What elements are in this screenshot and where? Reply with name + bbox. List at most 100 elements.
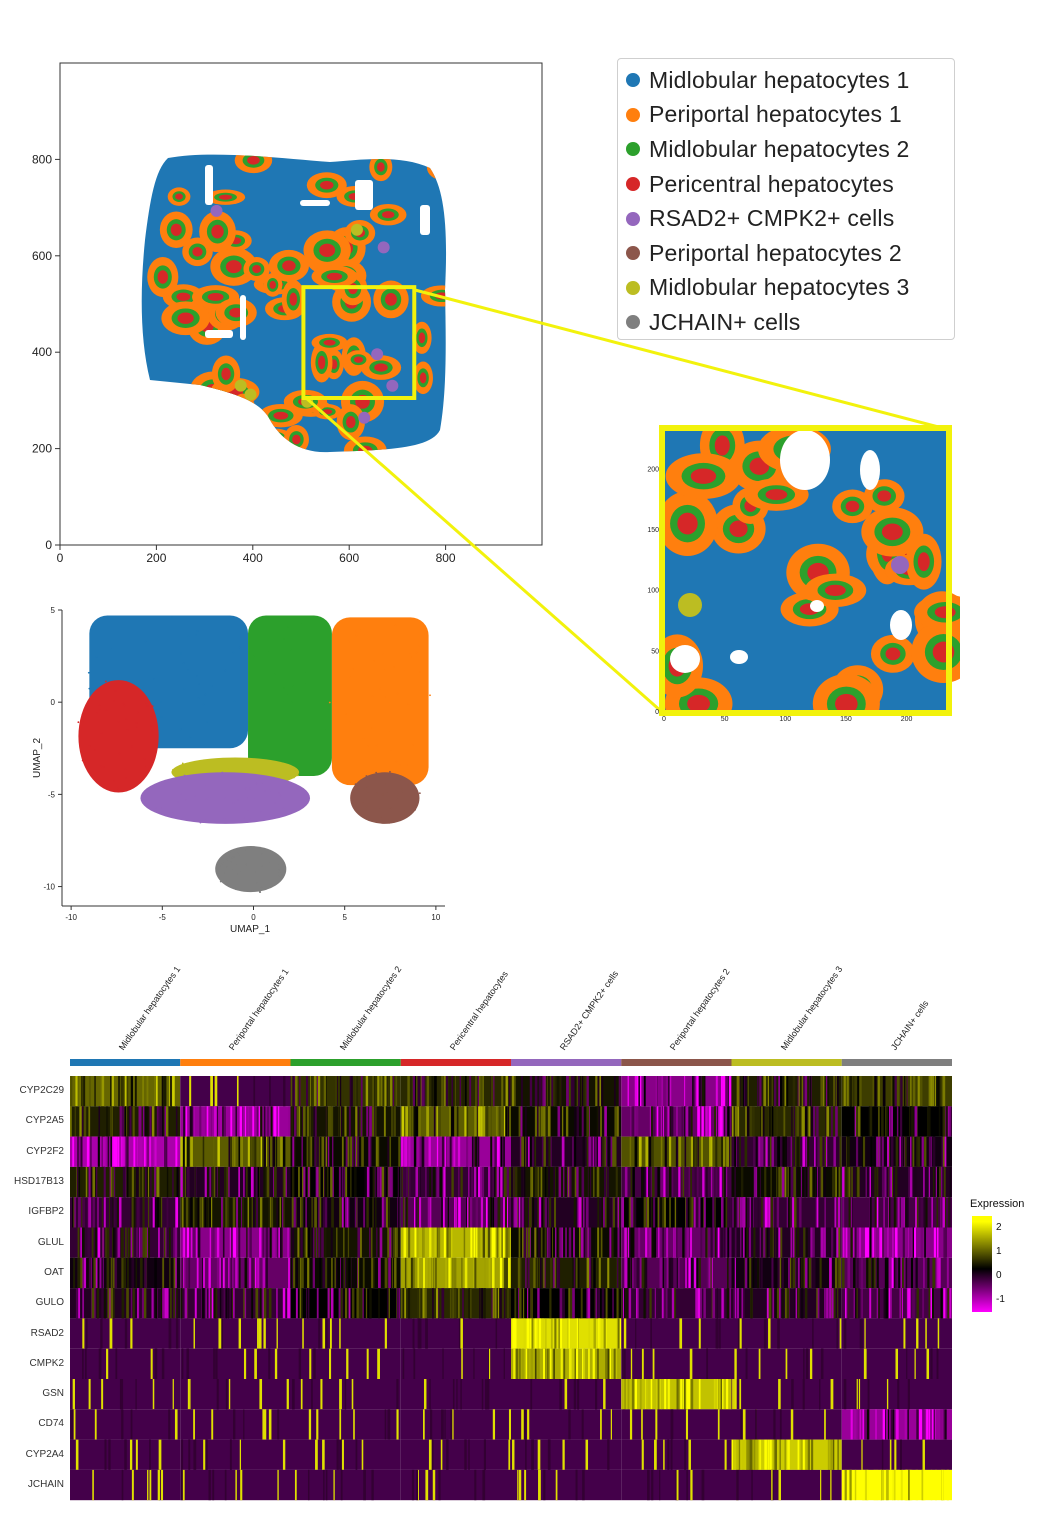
heatmap-cell (369, 1227, 371, 1258)
heatmap-cell (451, 1227, 453, 1258)
heatmap-cell (505, 1257, 508, 1289)
heatmap-cell (586, 1076, 589, 1107)
heatmap-cell (744, 1227, 747, 1258)
heatmap-cell (337, 1257, 341, 1289)
umap-point (88, 744, 91, 747)
heatmap-cell (514, 1197, 517, 1228)
heatmap-cell (142, 1076, 144, 1107)
heatmap-cell (582, 1348, 585, 1379)
heatmap-cell (877, 1076, 880, 1107)
heatmap-cell (795, 1288, 797, 1319)
heatmap-cell (906, 1288, 909, 1319)
heatmap-cell (308, 1197, 311, 1228)
heatmap-cell (661, 1288, 664, 1319)
heatmap-cell (291, 1106, 293, 1137)
heatmap-cell (499, 1227, 502, 1258)
heatmap-cell (376, 1166, 378, 1198)
umap-point (178, 771, 181, 774)
umap-point (356, 783, 359, 786)
heatmap-cell (752, 1439, 755, 1470)
heatmap-cell (820, 1469, 822, 1501)
heatmap-cell (843, 1076, 846, 1107)
heatmap-cell (784, 1439, 786, 1470)
umap-point (254, 767, 257, 769)
heatmap-cell (553, 1197, 557, 1228)
heatmap-cell (568, 1076, 571, 1107)
heatmap-cell (559, 1288, 563, 1319)
heatmap-cell (816, 1288, 819, 1319)
heatmap-cell (126, 1166, 129, 1198)
heatmap-cell (770, 1197, 774, 1228)
heatmap-cell (864, 1469, 868, 1501)
heatmap-cell (366, 1106, 369, 1137)
heatmap-cell (270, 1197, 274, 1228)
heatmap-cell (371, 1257, 374, 1289)
heatmap-cell (474, 1197, 477, 1228)
umap-point (117, 720, 120, 723)
heatmap-cell (82, 1197, 86, 1228)
heatmap-cell (121, 1409, 124, 1440)
umap-point (355, 630, 358, 633)
heatmap-cell (771, 1469, 773, 1501)
heatmap-cell (524, 1288, 527, 1319)
heatmap-cell (771, 1076, 773, 1107)
heatmap-cell (113, 1288, 115, 1319)
heatmap-cell (508, 1166, 512, 1198)
heatmap-block (731, 1318, 842, 1349)
heatmap-block (290, 1318, 401, 1349)
heatmap-cell (138, 1166, 141, 1198)
x-tick-label: 10 (431, 913, 440, 922)
umap-point (358, 628, 361, 631)
heatmap-cell (781, 1257, 784, 1289)
heatmap-cell (93, 1257, 96, 1289)
heatmap-cell (247, 1136, 250, 1167)
heatmap-cell (135, 1439, 138, 1470)
heatmap-cell (607, 1257, 610, 1289)
heatmap-cell (252, 1197, 255, 1228)
umap-point (279, 794, 282, 797)
heatmap-cell (164, 1106, 167, 1137)
heatmap-cell (75, 1076, 78, 1107)
heatmap-block (180, 1348, 291, 1379)
heatmap-cell (283, 1197, 286, 1228)
heatmap-cell (102, 1227, 104, 1258)
heatmap-cell (927, 1257, 930, 1289)
heatmap-cell (852, 1227, 854, 1258)
heatmap-cell (724, 1166, 726, 1198)
heatmap-cell (800, 1166, 803, 1198)
heatmap-cell (321, 1227, 324, 1258)
heatmap-cell (906, 1348, 908, 1379)
heatmap-cell (317, 1136, 321, 1167)
y-tick-label: 100 (647, 588, 659, 595)
heatmap-cell (893, 1197, 896, 1228)
heatmap-cell (857, 1288, 860, 1319)
zonation-blob (273, 411, 289, 420)
heatmap-cell (251, 1166, 254, 1198)
umap-point (396, 793, 399, 796)
heatmap-cell (558, 1318, 561, 1349)
heatmap-cell (837, 1257, 840, 1289)
heatmap-cell (938, 1106, 941, 1137)
heatmap-cell (622, 1348, 624, 1379)
heatmap-cell (918, 1409, 921, 1440)
heatmap-cell (596, 1348, 599, 1379)
heatmap-cell (83, 1257, 87, 1289)
heatmap-cell (874, 1136, 878, 1167)
umap-point (180, 652, 182, 655)
heatmap-cell (262, 1257, 266, 1289)
zonation-blob (687, 694, 711, 713)
heatmap-cell (344, 1106, 347, 1137)
zonation-blob (885, 647, 901, 661)
heatmap-cell (101, 1076, 105, 1107)
heatmap-cell (723, 1166, 725, 1198)
heatmap-cell (264, 1136, 266, 1167)
heatmap-cell (99, 1257, 102, 1289)
heatmap-cell (935, 1076, 938, 1107)
heatmap-cell (571, 1288, 574, 1319)
heatmap-cell (782, 1136, 785, 1167)
heatmap-cell (648, 1136, 652, 1167)
heatmap-cell (265, 1257, 268, 1289)
heatmap-cell (87, 1227, 91, 1258)
umap-point (388, 821, 391, 824)
heatmap-cell (95, 1257, 98, 1289)
